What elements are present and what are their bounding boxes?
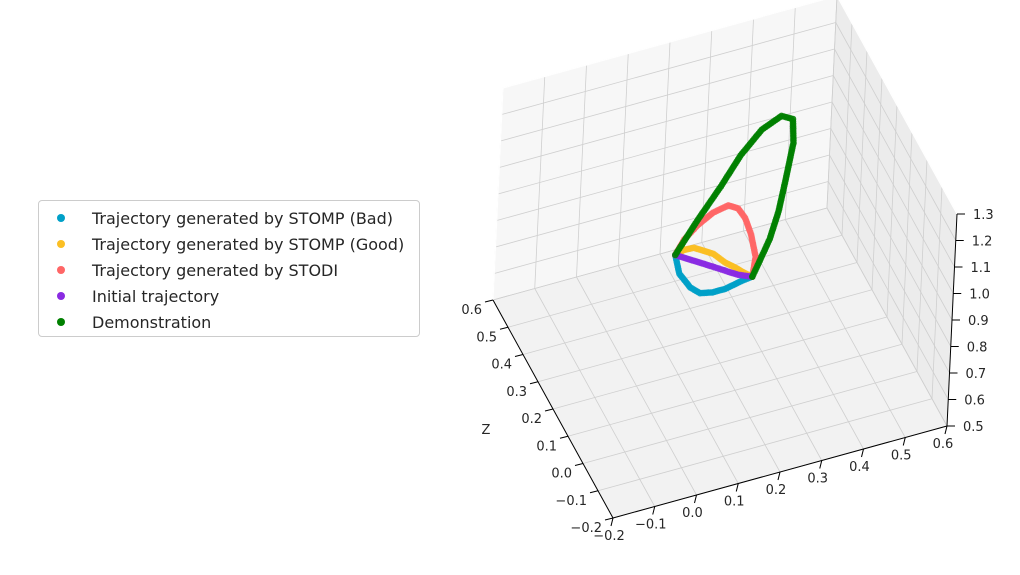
tick-label-b: 0.4 — [849, 460, 870, 475]
grid-line-side-z — [835, 22, 957, 241]
legend-marker — [57, 318, 65, 326]
axis-label-z: Z — [482, 423, 491, 438]
tick-b — [610, 517, 614, 527]
legend-marker — [57, 240, 65, 248]
tick-label-a: 0.2 — [521, 412, 542, 427]
tick-label-a: 0.1 — [536, 439, 557, 454]
tick-a — [559, 435, 569, 439]
tick-label-z: 0.6 — [964, 394, 985, 409]
grid-line-back-z — [501, 22, 836, 115]
tick-label-a: 0.0 — [551, 467, 572, 482]
grid-line-floor-b — [576, 276, 697, 496]
tick-b — [652, 506, 656, 515]
grid-line-side-z — [826, 207, 948, 427]
legend-label: Trajectory generated by STODI — [92, 260, 339, 280]
legend: Trajectory generated by STOMP (Bad) Traje… — [38, 200, 420, 337]
pane-edge — [502, 0, 825, 89]
tick-label-a: −0.2 — [570, 521, 602, 536]
tick-label-z: 0.7 — [966, 367, 987, 382]
tick-a — [574, 463, 584, 466]
grid-line-back-z — [495, 154, 830, 248]
grid-line-side-z — [834, 48, 955, 268]
tick-label-b: 0.2 — [766, 483, 787, 498]
grid-line-back-z — [500, 48, 835, 142]
grid-line-floor-b — [784, 219, 906, 438]
legend-item: Trajectory generated by STOMP (Good) — [57, 231, 404, 257]
legend-marker — [57, 292, 65, 300]
tick-label-a: 0.3 — [506, 385, 527, 400]
tick-b — [819, 460, 823, 469]
grid-line-back-z — [499, 75, 834, 168]
grid-line-floor-b — [743, 230, 864, 450]
legend-marker — [57, 214, 65, 222]
series-4 — [672, 112, 797, 281]
tick-label-b: −0.1 — [635, 518, 667, 533]
legend-label: Initial trajectory — [92, 286, 220, 306]
tick-label-z: 1.0 — [969, 288, 990, 303]
tick-label-b: −0.2 — [593, 529, 625, 544]
pane-edge — [838, 0, 958, 215]
tick-label-z: 1.2 — [972, 235, 993, 250]
plot-series — [672, 112, 797, 297]
tick-label-a: 0.4 — [491, 358, 512, 373]
tick-label-b: 0.3 — [807, 472, 828, 487]
legend-item: Trajectory generated by STODI — [57, 257, 338, 283]
grid-line-back-z — [494, 181, 829, 274]
tick-label-b: 0.5 — [891, 449, 912, 464]
tick-label-b: 0.1 — [724, 495, 745, 510]
tick-label-z: 0.8 — [967, 341, 988, 356]
grid-line-back-z — [492, 207, 828, 301]
grid-line-floor-b — [701, 242, 823, 461]
tick-a — [484, 299, 494, 303]
tick-label-a: 0.6 — [461, 303, 482, 318]
grid-line-side-z — [830, 128, 952, 347]
tick-label-z: 1.1 — [971, 261, 992, 276]
tick-b — [861, 448, 864, 458]
legend-label: Trajectory generated by STOMP (Good) — [92, 234, 405, 254]
grid-line-side-z — [829, 154, 950, 374]
tick-a — [544, 408, 554, 412]
pane-edge — [492, 87, 504, 301]
tick-a — [529, 381, 539, 385]
tick-a — [589, 490, 599, 494]
grid-line-floor-b — [659, 253, 781, 473]
grid-line-side-z — [827, 181, 949, 400]
grid-line-floor-b — [534, 288, 656, 507]
legend-item: Initial trajectory — [57, 283, 219, 309]
legend-label: Trajectory generated by STOMP (Bad) — [92, 208, 394, 228]
tick-a — [514, 354, 524, 357]
tick-a — [499, 326, 509, 330]
tick-b — [777, 471, 781, 481]
tick-label-z: 1.3 — [973, 208, 994, 223]
legend-item: Demonstration — [57, 309, 211, 335]
tick-b — [944, 425, 948, 435]
legend-marker — [57, 266, 65, 274]
tick-b — [902, 437, 906, 446]
tick-label-a: −0.1 — [555, 494, 587, 509]
tick-label-z: 0.5 — [963, 420, 984, 435]
tick-marks: −0.2 −0.1 0.0 0.1 0.2 0.3 0.4 0.5 0.6 −0.2 −0.1 0.0… — [461, 208, 993, 544]
tick-label-a: 0.5 — [476, 330, 497, 345]
tick-b — [735, 483, 739, 492]
grid-line-side-z — [832, 75, 954, 294]
tick-b — [694, 494, 697, 504]
grid-line-floor-b — [617, 265, 739, 484]
legend-label: Demonstration — [92, 312, 212, 332]
tick-label-z: 0.9 — [968, 314, 989, 329]
tick-a — [604, 517, 614, 521]
legend-item: Trajectory generated by STOMP (Bad) — [57, 205, 393, 231]
grid-line-back-z — [496, 128, 831, 221]
grid-line-side-z — [831, 101, 953, 321]
tick-label-b: 0.6 — [933, 437, 954, 452]
series-point — [748, 273, 756, 281]
tick-label-b: 0.0 — [682, 506, 703, 521]
